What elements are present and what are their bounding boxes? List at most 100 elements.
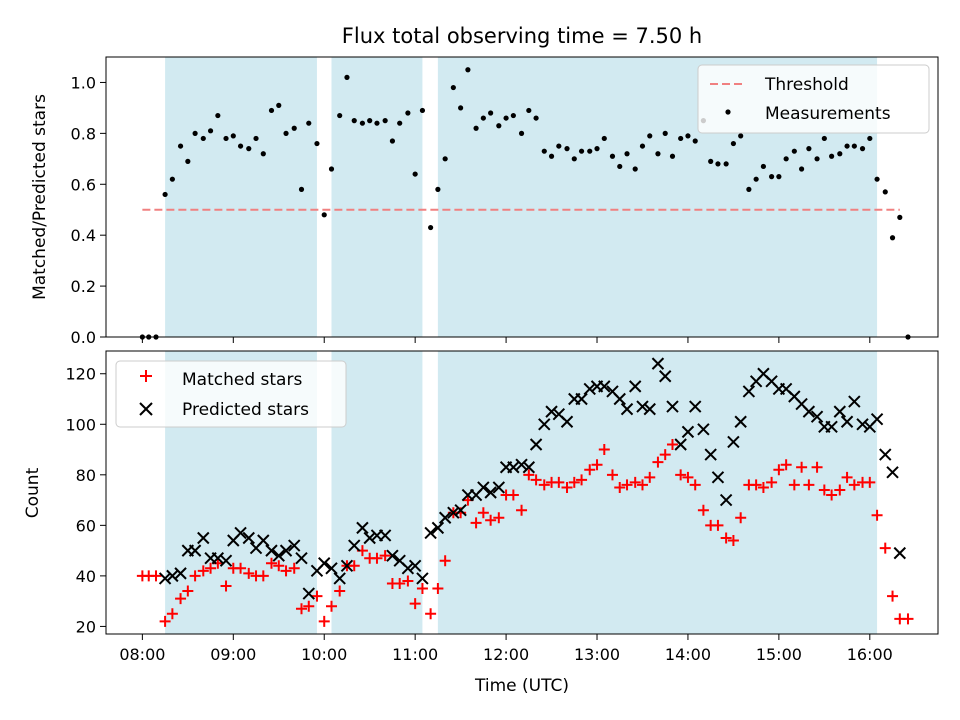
matched-point [796,461,808,473]
series-plus [136,438,914,627]
matched-point [243,567,255,579]
x-tick-label: 11:00 [392,645,438,664]
measurement-point [662,130,668,136]
predicted-point [197,531,210,545]
measurement-point [237,143,244,149]
matched-point [834,484,846,496]
predicted-point [598,380,611,393]
measurement-point [829,153,835,159]
x-tick-label: 10:00 [301,645,347,664]
measurement-point [814,156,820,162]
measurement-point [298,186,305,192]
matched-point [666,438,678,450]
predicted-point [879,448,892,461]
x-tick-label: 16:00 [847,645,893,664]
measurement-point [867,135,873,142]
measurement-point [276,102,282,108]
measurement-point [783,156,789,162]
predicted-point [651,357,665,370]
predicted-point [492,481,506,494]
measurement-point [359,120,366,126]
matched-point [189,570,201,582]
x-tick-label: 14:00 [665,645,711,664]
count-legend-box [115,360,347,428]
predicted-point [188,544,202,557]
matched-point [636,479,648,491]
predicted-point [416,572,429,585]
legend-predicted-label: Predicted stars [182,400,309,420]
matched-point [659,449,671,461]
matched-point [348,560,360,572]
matched-point [205,562,217,574]
ratio-legend: Threshold Measurements [697,64,930,134]
matched-point [197,565,209,577]
measurement-point [246,146,252,152]
x-tick-label: 09:00 [210,645,256,664]
measurement-point [844,143,850,149]
predicted-point [363,531,376,545]
predicted-point [659,370,672,383]
measurement-point [207,128,214,134]
legend-measurements-swatch [725,109,731,115]
measurement-point [760,163,767,170]
count-axes-frame [105,350,939,635]
matched-point [614,481,626,493]
ratio-x-ticks [141,337,871,343]
measurement-point [337,112,343,119]
measurement-point [192,130,198,136]
matched-point [780,459,792,471]
measurement-point [859,146,866,152]
matched-point [150,570,162,582]
ratio-y-tick-label: 0.0 [71,328,96,347]
predicted-point [408,559,422,572]
predicted-point [886,466,899,479]
matched-point [606,469,618,481]
predicted-point [288,539,301,552]
matched-point [295,603,307,615]
predicted-point [704,448,717,461]
predicted-point [302,587,315,600]
measurement-point [344,74,350,80]
measurement-point [230,133,236,139]
measurement-point [882,189,888,195]
measurement-point [624,151,630,157]
matched-point [409,598,421,610]
measurement-point [321,212,327,218]
predicted-point [257,534,270,547]
x-tick-label: 13:00 [574,645,620,664]
matched-point [416,583,428,595]
predicted-point [636,400,649,413]
predicted-point [870,413,884,426]
matched-point [584,464,596,476]
matched-point [334,585,346,597]
measurement-point [564,146,570,152]
measurement-point [382,118,388,124]
legend-matched-label: Matched stars [182,370,302,390]
matched-point [750,479,762,491]
predicted-point [575,392,588,406]
measurement-point [587,148,593,154]
predicted-point [856,418,869,431]
matched-point [523,469,535,481]
matched-point [788,479,800,491]
matched-point [803,479,815,491]
count-x-ticks: 08:00 09:00 10:00 11:00 12:00 13:00 14:00 15:00… [119,634,893,664]
predicted-point [507,461,520,474]
measurement-point [632,166,638,172]
matched-point [265,557,277,569]
predicted-point [810,410,824,423]
matched-point [591,459,603,471]
measurement-point [518,130,525,136]
predicted-point [620,402,634,416]
matched-point [257,570,269,582]
count-y-tick-label: 60 [76,516,96,535]
measurement-point [223,135,229,142]
predicted-point [734,415,747,428]
predicted-point [666,400,679,413]
predicted-point [174,567,187,580]
count-y-tick-label: 120 [65,365,96,384]
matched-point [773,464,785,476]
count-legend: Matched stars Predicted stars [115,360,347,428]
measurement-point [601,135,607,142]
ratio-y-tick-label: 0.2 [71,277,96,296]
